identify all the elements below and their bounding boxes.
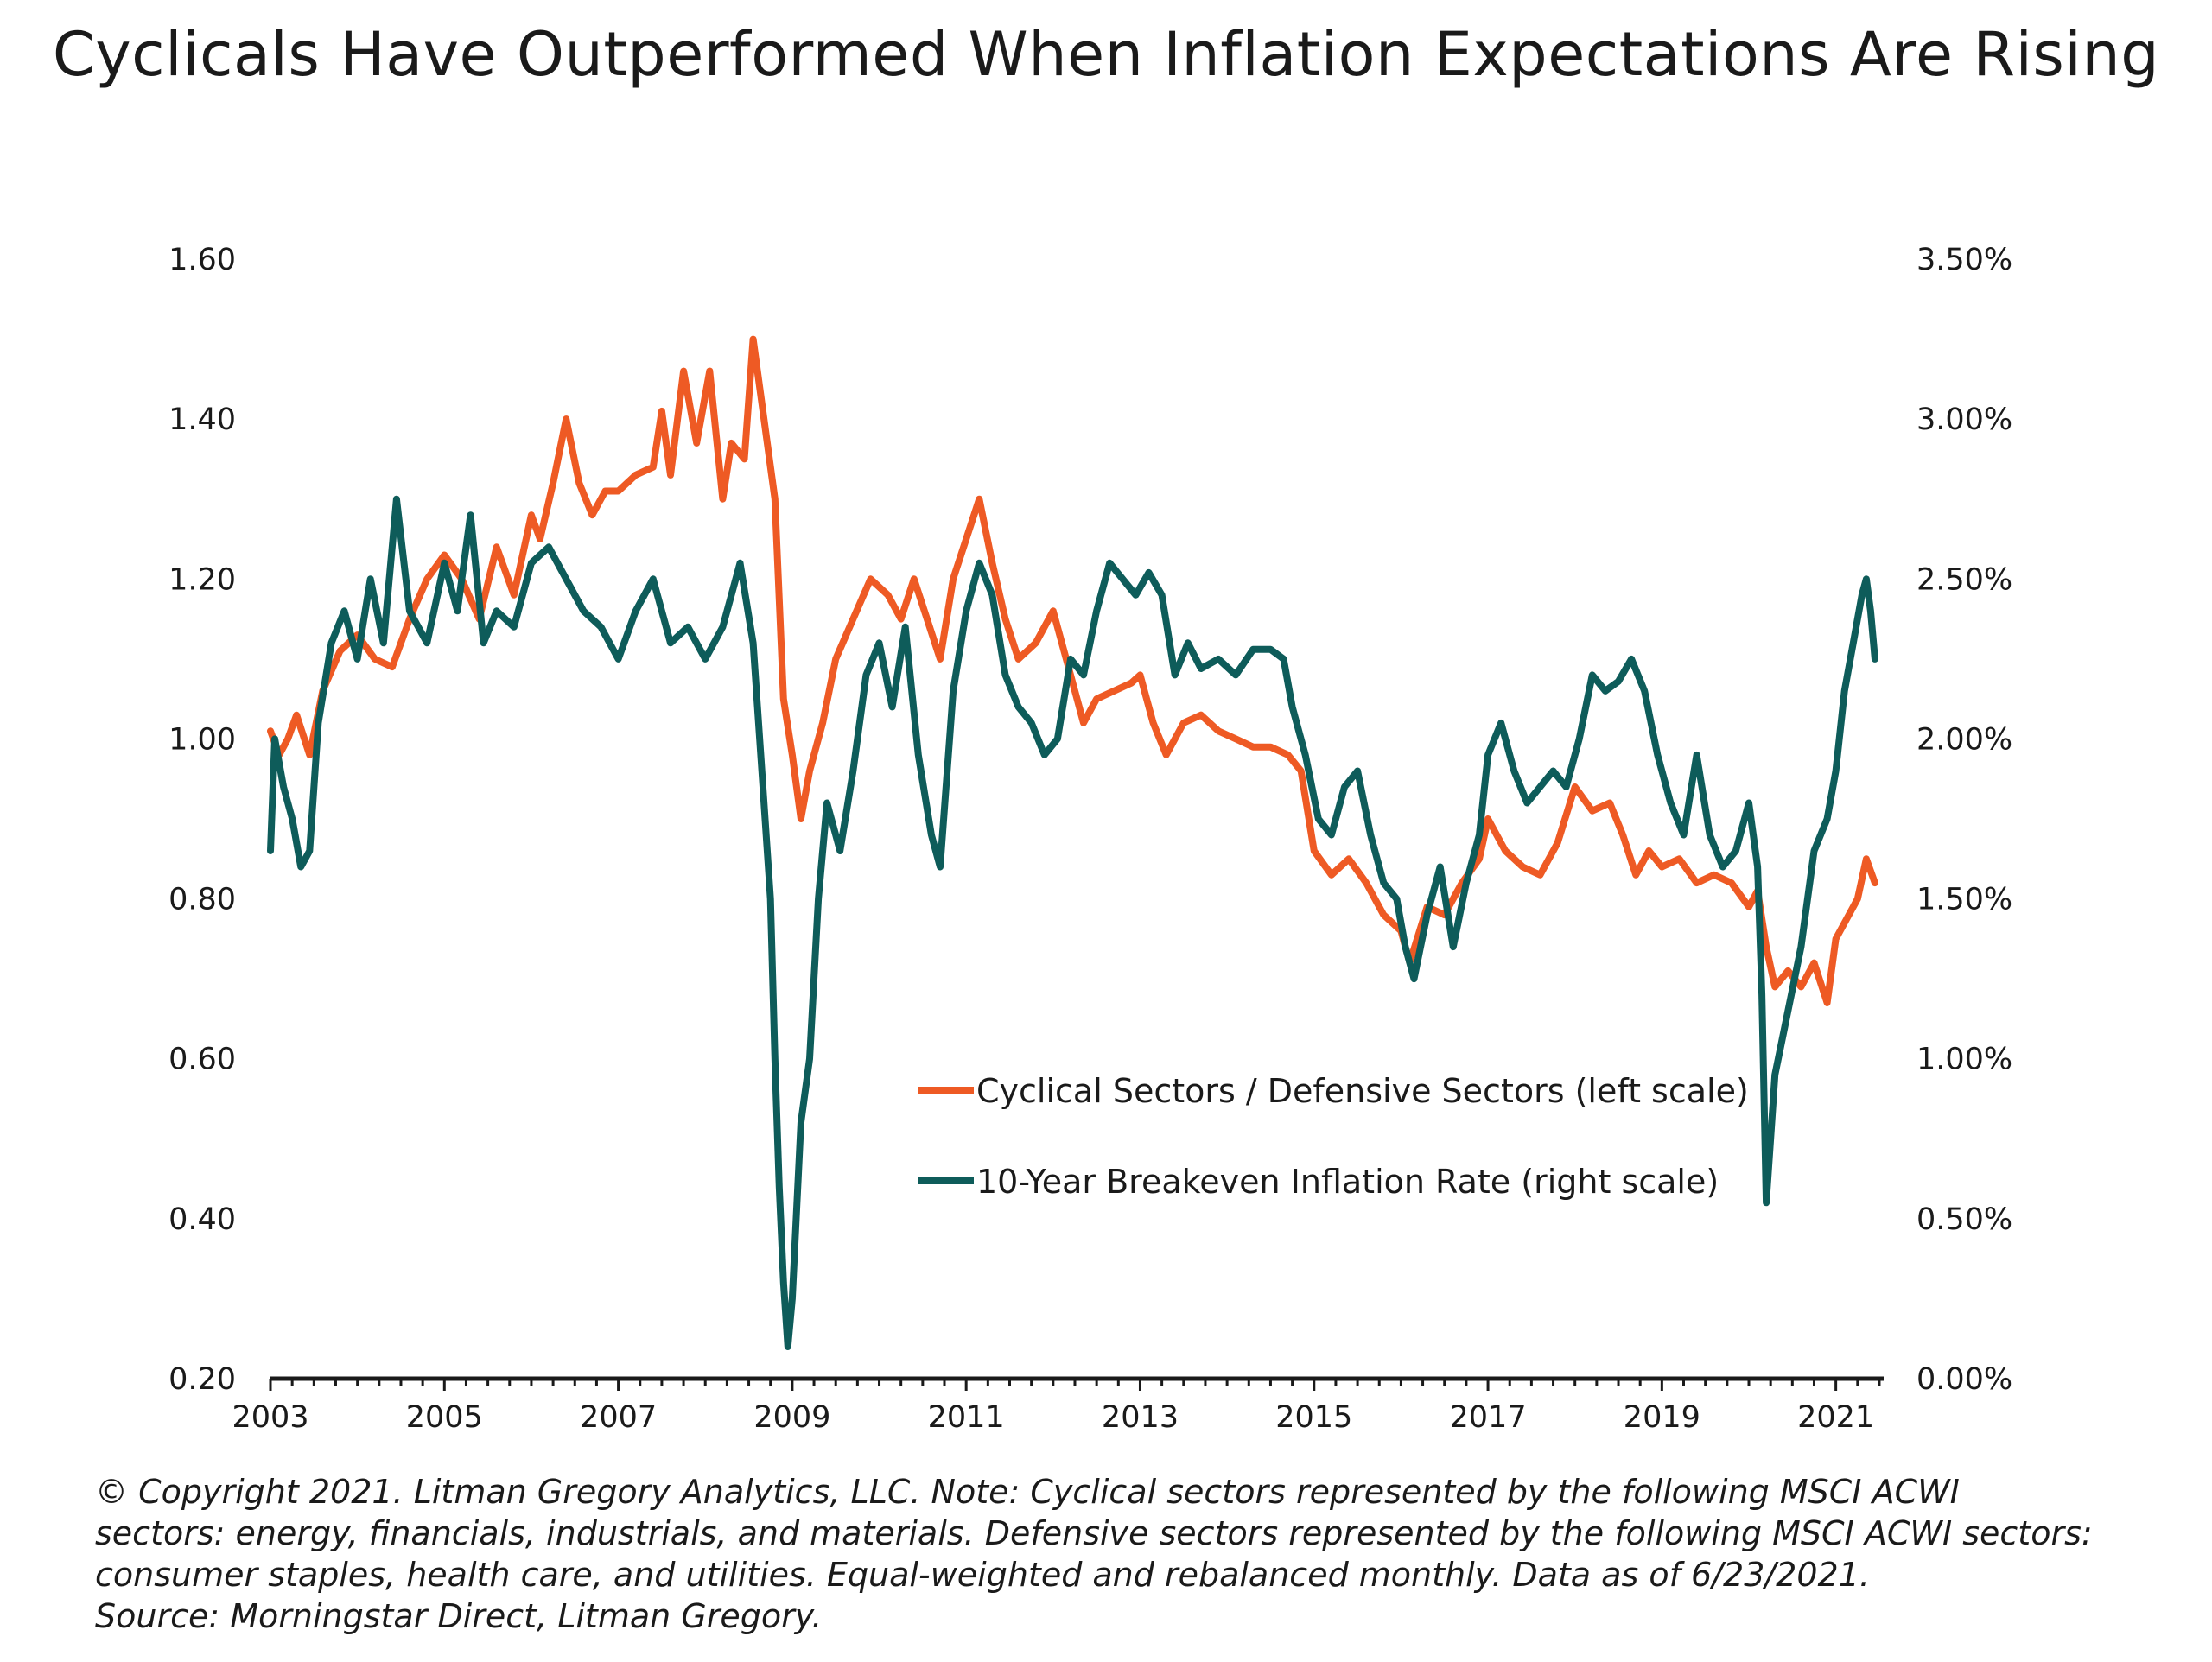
left-tick-label: 0.20: [168, 1362, 236, 1397]
footnote-line: sectors: energy, financials, industrials…: [95, 1514, 2093, 1552]
x-tick-label: 2019: [1624, 1400, 1700, 1435]
right-tick-label: 2.00%: [1916, 722, 2012, 757]
right-tick-label: 3.00%: [1916, 403, 2012, 437]
right-tick-label: 0.00%: [1916, 1362, 2012, 1397]
right-tick-label: 1.00%: [1916, 1043, 2012, 1077]
left-tick-label: 0.60: [168, 1043, 236, 1077]
cyclical-defensive-series-line: [267, 335, 1878, 1006]
series-layer: [267, 335, 1878, 1350]
left-tick-label: 1.40: [168, 403, 236, 437]
footnote-line: Source: Morningstar Direct, Litman Grego…: [95, 1597, 823, 1635]
left-tick-label: 0.40: [168, 1202, 236, 1237]
x-tick-label: 2015: [1275, 1400, 1352, 1435]
legend-label: 10-Year Breakeven Inflation Rate (right …: [976, 1163, 1719, 1201]
chart-title: Cyclicals Have Outperformed When Inflati…: [52, 19, 2160, 90]
x-tick-label: 2011: [928, 1400, 1005, 1435]
x-tick-label: 2013: [1102, 1400, 1179, 1435]
breakeven-inflation-series-line: [267, 495, 1878, 1350]
x-tick-label: 2007: [580, 1400, 657, 1435]
legend-label: Cyclical Sectors / Defensive Sectors (le…: [976, 1072, 1749, 1110]
x-tick-label: 2009: [753, 1400, 830, 1435]
left-tick-label: 1.20: [168, 562, 236, 597]
right-tick-label: 0.50%: [1916, 1202, 2012, 1237]
footnote-line: consumer staples, health care, and utili…: [95, 1556, 1870, 1594]
footnote: © Copyright 2021. Litman Gregory Analyti…: [95, 1471, 2152, 1637]
right-tick-label: 1.50%: [1916, 883, 2012, 917]
x-tick-label: 2017: [1450, 1400, 1527, 1435]
right-tick-label: 2.50%: [1916, 562, 2012, 597]
left-axis-ticks: 0.20 0.40 0.60 0.80 1.00 1.20 1.40 1.60: [168, 243, 236, 1397]
x-tick-label: 2005: [406, 1400, 483, 1435]
left-tick-label: 1.00: [168, 722, 236, 757]
x-tick-label: 2021: [1797, 1400, 1874, 1435]
right-axis-ticks: 0.00% 0.50% 1.00% 1.50% 2.00% 2.50% 3.00% 3.50%: [1916, 243, 2012, 1397]
x-tick-label: 2003: [232, 1400, 308, 1435]
left-tick-label: 1.60: [168, 243, 236, 277]
legend: Cyclical Sectors / Defensive Sectors (le…: [918, 1072, 1749, 1201]
footnote-line: © Copyright 2021. Litman Gregory Analyti…: [95, 1473, 1960, 1511]
left-tick-label: 0.80: [168, 883, 236, 917]
x-axis: 2003 2005 2007 2009 2011 2013 2015 2017 2019 2021: [232, 1376, 1884, 1435]
right-tick-label: 3.50%: [1916, 243, 2012, 277]
